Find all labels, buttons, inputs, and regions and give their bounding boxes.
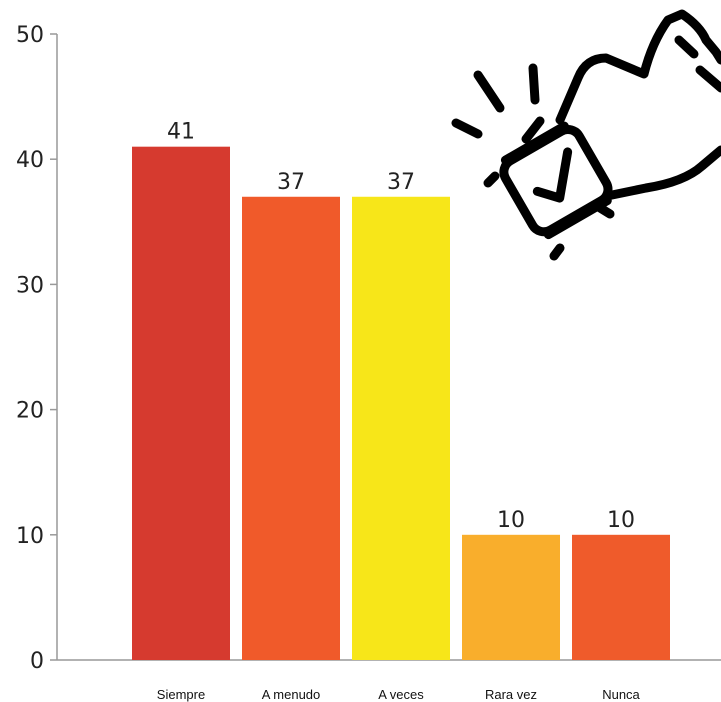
category-labels: Siempre A menudo A veces Rara vez Nunca [157, 687, 641, 702]
y-tick-label: 30 [16, 273, 44, 298]
value-labels: 41 37 37 10 10 [167, 120, 635, 533]
bars [132, 146, 670, 660]
category-label: Nunca [602, 687, 640, 702]
category-label: A menudo [262, 687, 321, 702]
bar-a-veces [352, 196, 450, 660]
y-tick-label: 0 [30, 649, 44, 674]
y-tick-label: 20 [16, 399, 44, 424]
y-ticks: 0 10 20 30 40 50 [16, 23, 57, 674]
data-label: 10 [607, 508, 635, 533]
data-label: 10 [497, 508, 525, 533]
data-label: 37 [387, 170, 415, 195]
y-tick-label: 50 [16, 23, 44, 48]
y-tick-label: 10 [16, 524, 44, 549]
bar-nunca [572, 534, 670, 660]
bar-siempre [132, 146, 230, 660]
category-label: Siempre [157, 687, 205, 702]
smartwatch-check-icon [451, 9, 721, 261]
bar-a-menudo [242, 196, 340, 660]
y-tick-label: 40 [16, 148, 44, 173]
data-label: 37 [277, 170, 305, 195]
data-label: 41 [167, 120, 195, 145]
category-label: Rara vez [485, 687, 537, 702]
bar-rara-vez [462, 534, 560, 660]
category-label: A veces [378, 687, 424, 702]
